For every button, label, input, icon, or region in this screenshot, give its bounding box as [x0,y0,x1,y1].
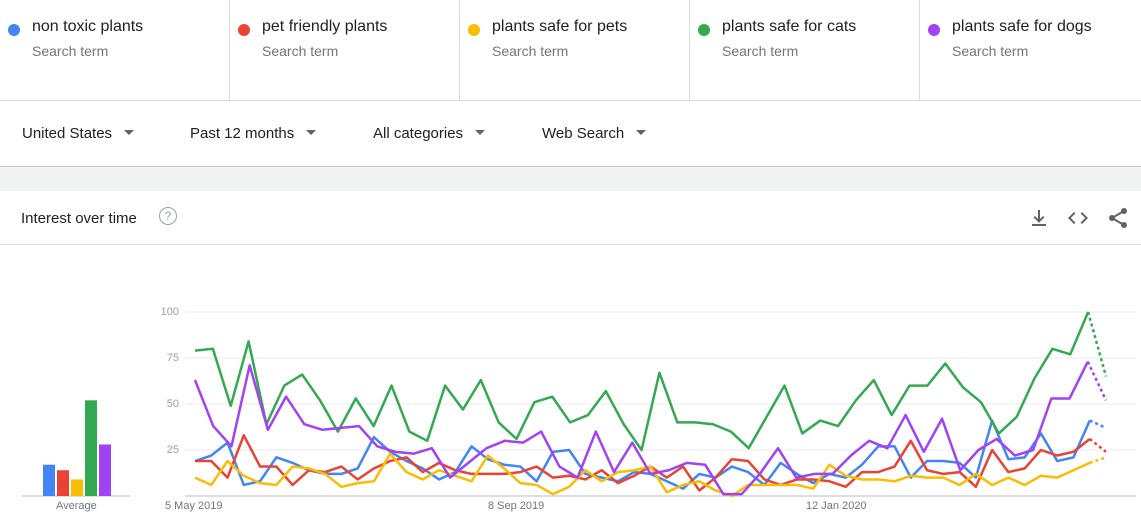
chevron-down-icon [124,129,135,135]
y-tick-label: 100 [160,306,179,318]
share-icon[interactable] [1106,206,1130,230]
series-line [194,419,1091,490]
y-tick-label: 25 [166,444,179,456]
series-line [194,311,1090,452]
section-divider [0,167,1141,191]
term-subtitle: Search term [32,43,109,59]
x-tick-label: 8 Sep 2019 [488,500,545,512]
chevron-down-icon [475,129,486,135]
term-name: pet friendly plants [262,18,388,35]
term-subtitle: Search term [262,43,339,59]
term-name: plants safe for pets [492,18,628,35]
region-dropdown[interactable]: United States [22,125,135,142]
region-label: United States [22,125,113,142]
chevron-down-icon [306,129,317,135]
filters-bar: United States Past 12 months All categor… [0,101,1141,167]
term-color-dot [8,24,20,36]
interest-chart [22,311,1136,498]
y-tick-label: 50 [166,398,179,410]
y-tick-label: 75 [166,352,179,364]
chevron-down-icon [636,129,647,135]
interest-over-time-card: Interest over time ? Average 5 May 2019 … [0,191,1141,518]
card-title: Interest over time [21,210,137,227]
average-label: Average [56,500,97,512]
term-color-dot [468,24,480,36]
embed-icon[interactable] [1066,206,1090,230]
period-label: Past 12 months [190,125,295,142]
series-line-partial [1086,361,1108,401]
series-line [193,361,1089,496]
download-icon[interactable] [1027,206,1051,230]
series-line [194,452,1091,498]
term-subtitle: Search term [952,43,1029,59]
series-line-partial [1089,419,1107,430]
series-line [195,434,1091,492]
search-term-5[interactable]: plants safe for dogs Search term [920,0,1141,100]
search-terms-bar: non toxic plants Search term pet friendl… [0,0,1141,101]
term-name: plants safe for cats [722,18,857,35]
term-color-dot [928,24,940,36]
search-type-dropdown[interactable]: Web Search [542,125,647,142]
average-bar [85,400,97,496]
search-term-3[interactable]: plants safe for pets Search term [460,0,690,100]
term-color-dot [698,24,710,36]
x-tick-label: 5 May 2019 [165,500,223,512]
category-label: All categories [373,125,464,142]
card-header: Interest over time ? [0,191,1141,245]
search-term-1[interactable]: non toxic plants Search term [0,0,230,100]
series-line-partial [1089,456,1107,465]
help-icon[interactable]: ? [159,207,177,225]
period-dropdown[interactable]: Past 12 months [190,125,317,142]
average-bar [43,464,55,496]
x-tick-label: 12 Jan 2020 [806,500,867,512]
term-name: non toxic plants [32,18,144,35]
average-bar [99,444,111,496]
search-type-label: Web Search [542,125,625,142]
average-bar [57,470,69,496]
average-bar [71,479,83,496]
term-name: plants safe for dogs [952,18,1092,35]
search-term-4[interactable]: plants safe for cats Search term [690,0,920,100]
term-subtitle: Search term [492,43,569,59]
category-dropdown[interactable]: All categories [373,125,486,142]
search-term-2[interactable]: pet friendly plants Search term [230,0,460,100]
series-line-partial [1086,311,1108,377]
term-color-dot [238,24,250,36]
term-subtitle: Search term [722,43,799,59]
